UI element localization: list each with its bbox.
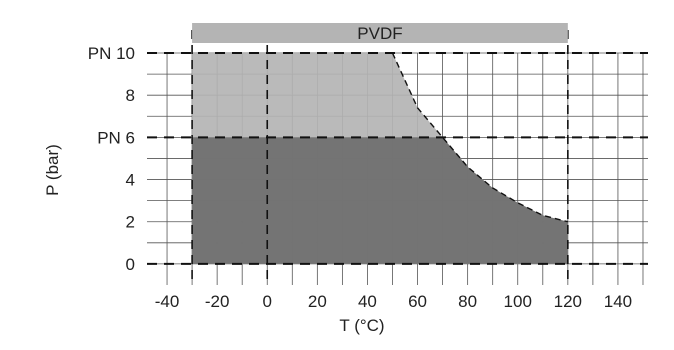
y-tick-label: PN 6 [97,128,135,147]
x-tick-label: 140 [604,292,632,311]
chart-title: PVDF [357,24,402,43]
x-tick-label: 60 [408,292,427,311]
x-axis-label: T (°C) [339,316,384,335]
x-tick-label: 100 [504,292,532,311]
y-axis-label: P (bar) [43,144,62,196]
y-tick-label: 8 [126,86,135,105]
y-tick-label: 2 [126,213,135,232]
x-tick-label: 80 [458,292,477,311]
area-series-2 [192,137,568,264]
y-tick-label: PN 10 [88,44,135,63]
y-tick-label: 4 [126,171,135,190]
y-tick-labels: 0 2 4 PN 6 8 PN 10 [88,44,135,274]
title-bar: PVDF [192,23,568,43]
x-tick-label: 0 [263,292,272,311]
x-tick-label: -20 [205,292,230,311]
y-tick-label: 0 [126,255,135,274]
x-tick-label: -40 [155,292,180,311]
x-tick-label: 20 [308,292,327,311]
x-tick-labels: -40 -20 0 20 40 60 80 100 120 140 [155,292,632,311]
x-tick-label: 120 [554,292,582,311]
x-tick-label: 40 [358,292,377,311]
